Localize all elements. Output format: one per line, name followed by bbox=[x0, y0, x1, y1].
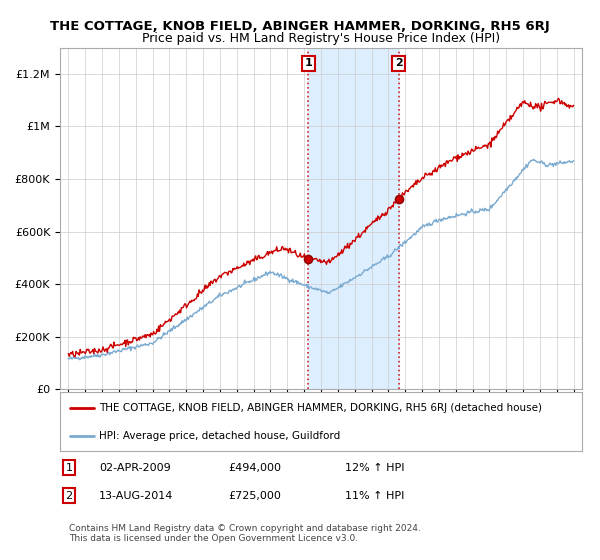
Text: THE COTTAGE, KNOB FIELD, ABINGER HAMMER, DORKING, RH5 6RJ (detached house): THE COTTAGE, KNOB FIELD, ABINGER HAMMER,… bbox=[99, 403, 542, 413]
Text: Contains HM Land Registry data © Crown copyright and database right 2024.
This d: Contains HM Land Registry data © Crown c… bbox=[69, 524, 421, 543]
Text: £494,000: £494,000 bbox=[228, 463, 281, 473]
Point bbox=[304, 255, 313, 264]
Point bbox=[394, 194, 404, 203]
Text: £725,000: £725,000 bbox=[228, 491, 281, 501]
Text: 12% ↑ HPI: 12% ↑ HPI bbox=[345, 463, 404, 473]
Text: 1: 1 bbox=[304, 58, 312, 68]
Text: 1: 1 bbox=[65, 463, 73, 473]
Text: 11% ↑ HPI: 11% ↑ HPI bbox=[345, 491, 404, 501]
Text: 2: 2 bbox=[395, 58, 403, 68]
Text: THE COTTAGE, KNOB FIELD, ABINGER HAMMER, DORKING, RH5 6RJ: THE COTTAGE, KNOB FIELD, ABINGER HAMMER,… bbox=[50, 20, 550, 32]
Bar bbox=[308, 48, 399, 389]
Text: 02-APR-2009: 02-APR-2009 bbox=[99, 463, 171, 473]
Title: Price paid vs. HM Land Registry's House Price Index (HPI): Price paid vs. HM Land Registry's House … bbox=[142, 32, 500, 45]
Text: 2: 2 bbox=[65, 491, 73, 501]
Text: 13-AUG-2014: 13-AUG-2014 bbox=[99, 491, 173, 501]
Text: HPI: Average price, detached house, Guildford: HPI: Average price, detached house, Guil… bbox=[99, 431, 340, 441]
